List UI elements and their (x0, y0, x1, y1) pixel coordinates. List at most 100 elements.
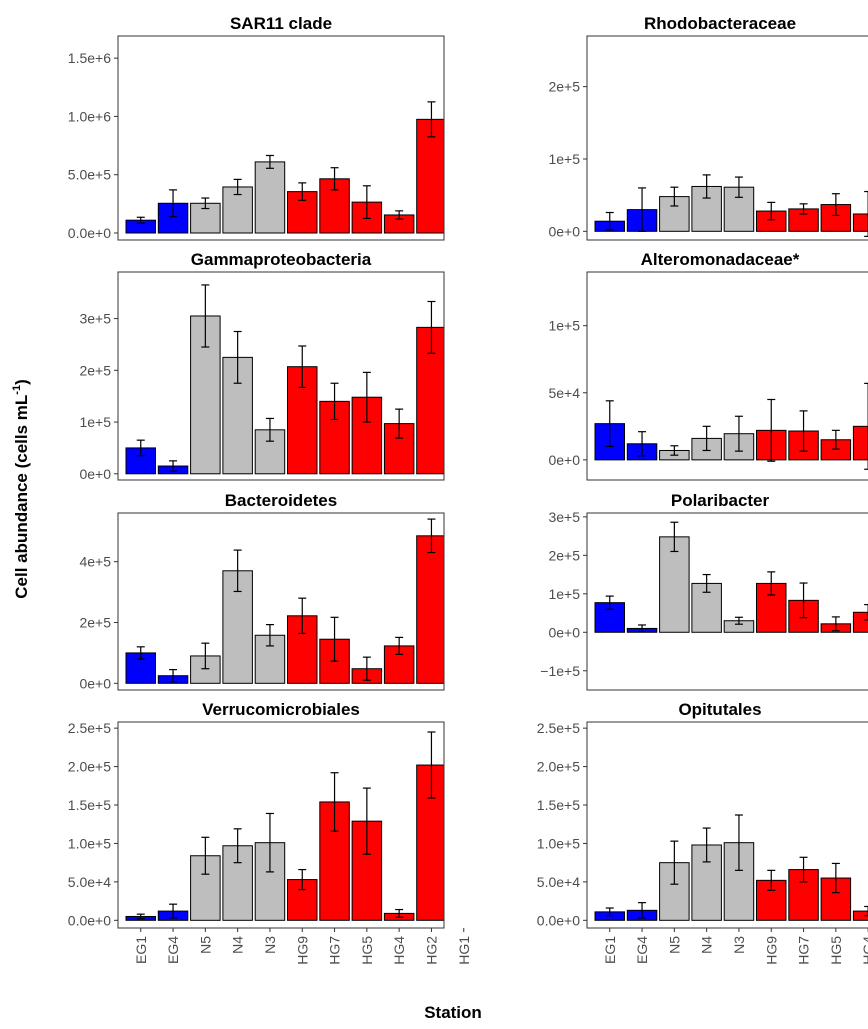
y-tick-label: −1e+5 (540, 663, 580, 679)
panel-border (586, 271, 868, 481)
y-tick-label: 0e+0 (548, 452, 580, 468)
panel-rhodobacteraceae: Rhodobacteraceae 0e+0 1e+5 2e+5 (548, 14, 868, 241)
panel-border (586, 35, 868, 241)
panel-title: Opitutales (678, 700, 761, 719)
panel-border (117, 35, 445, 241)
panel-border (117, 271, 445, 481)
panel-title: Alteromonadaceae* (641, 250, 800, 269)
panel-title: Verrucomicrobiales (202, 700, 360, 719)
x-tick-label: HG9 (294, 936, 310, 965)
bar-hg2 (416, 764, 444, 921)
x-tick-label: EG4 (634, 936, 650, 964)
y-tick-label: 1e+5 (548, 318, 580, 334)
y-tick-label: 1e+5 (548, 586, 580, 602)
panel-bars (125, 67, 479, 234)
panel-title: SAR11 clade (230, 14, 332, 33)
y-tick-label: 5.0e+4 (537, 874, 580, 890)
y-tick-label: 2.5e+5 (68, 720, 111, 736)
bar-hg1 (449, 601, 479, 684)
panel-bars (594, 382, 868, 470)
y-tick-label: 1e+5 (79, 414, 111, 430)
bar-hg1 (449, 833, 479, 920)
x-tick-label: EG1 (602, 936, 618, 964)
y-tick-label: 5e+4 (548, 385, 580, 401)
bar-hg9 (756, 582, 787, 633)
y-tick-label: 5.0e+5 (68, 167, 111, 183)
panel-opitutales: Opitutales 0.0e+0 5.0e+4 1.0e+5 1.5e+5 2.0e+5… (537, 700, 868, 965)
y-tick-label: 3e+5 (548, 509, 580, 525)
bar-n4 (222, 186, 253, 234)
panel-gammaproteobacteria: Gammaproteobacteria 0e+0 1e+5 2e+5 3e+5 (79, 250, 479, 482)
panel-border (586, 512, 868, 691)
x-tick-label: HG5 (359, 936, 375, 965)
bar-hg2 (416, 118, 444, 234)
panel-border (586, 721, 868, 929)
y-tick-label: 0e+0 (79, 466, 111, 482)
y-tick-label: 2e+5 (548, 547, 580, 563)
y-tick-label: 2.0e+5 (68, 759, 111, 775)
panel-bars (594, 814, 868, 921)
x-tick-label: EG1 (133, 936, 149, 964)
y-axis-title-main: Cell abundance (cells mL (12, 395, 31, 599)
y-tick-label: 2.5e+5 (537, 720, 580, 736)
panel-title: Bacteroidetes (225, 491, 337, 510)
x-tick-label: HG5 (828, 936, 844, 965)
y-tick-label: 1.0e+6 (68, 108, 111, 124)
y-axis-title-tail: ) (12, 379, 31, 385)
panel-bacteroidetes: Bacteroidetes 0e+0 2e+5 4e+5 (79, 491, 479, 691)
y-tick-label: 1e+5 (548, 151, 580, 167)
panel-bars (125, 731, 479, 921)
x-tick-label: HG1 (456, 936, 472, 965)
panel-bars (594, 521, 868, 633)
chart-panels: SAR11 clade 0.0e+0 5.0e+5 1.0e+6 1.5e+6 Rhodo… (68, 14, 868, 965)
y-tick-label: 1.0e+5 (537, 835, 580, 851)
x-tick-label: N5 (666, 936, 682, 954)
y-tick-label: 2.0e+5 (537, 759, 580, 775)
panel-border (117, 512, 445, 691)
y-tick-label: 1.0e+5 (68, 835, 111, 851)
y-tick-label: 4e+5 (79, 554, 111, 570)
y-tick-label: 1.5e+5 (68, 797, 111, 813)
y-tick-label: 1.5e+5 (537, 797, 580, 813)
x-tick-label: N3 (262, 936, 278, 954)
x-tick-label: N4 (230, 936, 246, 954)
panel-polaribacter: Polaribacter −1e+5 0e+0 1e+5 2e+5 3e+5 (540, 491, 868, 691)
y-tick-label: 1.5e+6 (68, 50, 111, 66)
y-tick-label: 0e+0 (79, 675, 111, 691)
bar-n5 (190, 202, 221, 234)
panel-verrucomicrobiales: Verrucomicrobiales 0.0e+0 5.0e+4 1.0e+5 1.5e… (68, 700, 479, 965)
bar-hg1 (449, 67, 479, 233)
y-axis-title-superscript: -1 (11, 385, 23, 395)
panel-title: Gammaproteobacteria (191, 250, 372, 269)
y-tick-label: 0.0e+0 (68, 912, 111, 928)
bar-hg4 (852, 425, 868, 461)
panel-border (117, 721, 445, 929)
y-tick-label: 0.0e+0 (537, 912, 580, 928)
x-tick-label: HG4 (391, 936, 407, 965)
y-tick-label: 2e+5 (79, 362, 111, 378)
x-axis-title: Station (424, 1003, 482, 1022)
y-tick-label: 0e+0 (548, 223, 580, 239)
x-tick-label: N3 (731, 936, 747, 954)
panel-bars (125, 284, 479, 475)
bar-hg2 (416, 535, 444, 684)
bar-n5 (659, 536, 690, 633)
y-tick-label: 0e+0 (548, 624, 580, 640)
panel-alteromonadaceae: Alteromonadaceae* 0e+0 5e+4 1e+5 (548, 250, 868, 481)
y-tick-label: 2e+5 (548, 79, 580, 95)
bar-hg4 (852, 611, 868, 633)
y-tick-label: 5.0e+4 (68, 874, 111, 890)
panel-bars (125, 518, 479, 684)
y-tick-label: 2e+5 (79, 614, 111, 630)
x-tick-label: N5 (197, 936, 213, 954)
x-tick-label: EG4 (165, 936, 181, 964)
panel-title: Rhodobacteraceae (644, 14, 796, 33)
bar-hg1 (449, 417, 479, 474)
x-tick-label: HG9 (763, 936, 779, 965)
panel-title: Polaribacter (671, 491, 770, 510)
x-tick-label: N4 (699, 936, 715, 954)
bar-n3 (254, 161, 286, 234)
x-tick-label: HG7 (796, 936, 812, 965)
y-axis-title: Cell abundance (cells mL-1) (11, 379, 31, 599)
